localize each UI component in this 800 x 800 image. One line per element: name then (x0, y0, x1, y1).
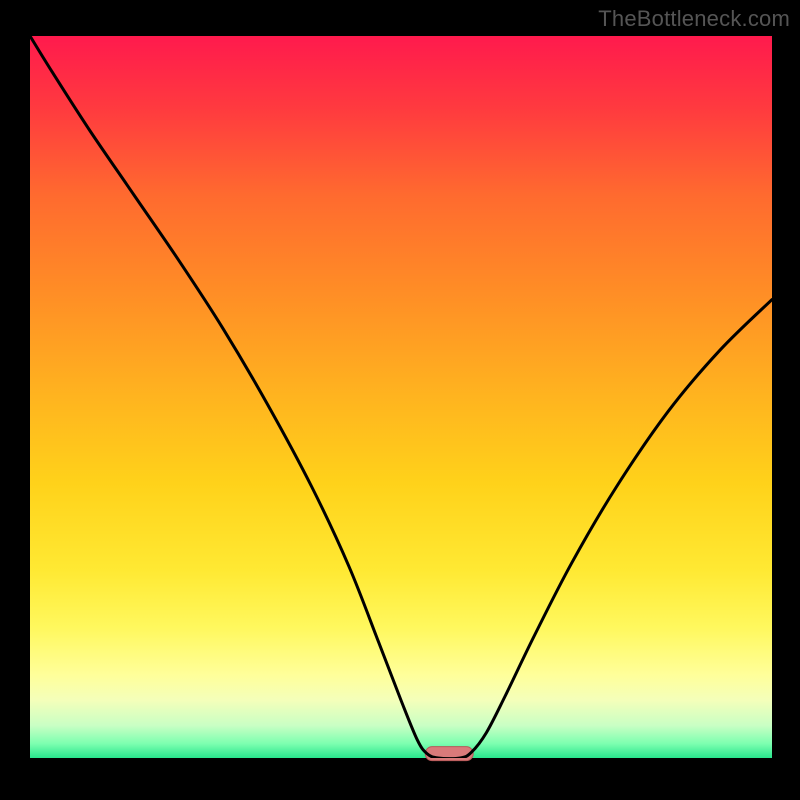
chart-svg (0, 0, 800, 800)
gradient-background (30, 36, 772, 758)
watermark-text: TheBottleneck.com (598, 6, 790, 32)
optimal-range-marker (425, 747, 473, 761)
plot-area (30, 36, 772, 761)
bottleneck-chart: TheBottleneck.com (0, 0, 800, 800)
